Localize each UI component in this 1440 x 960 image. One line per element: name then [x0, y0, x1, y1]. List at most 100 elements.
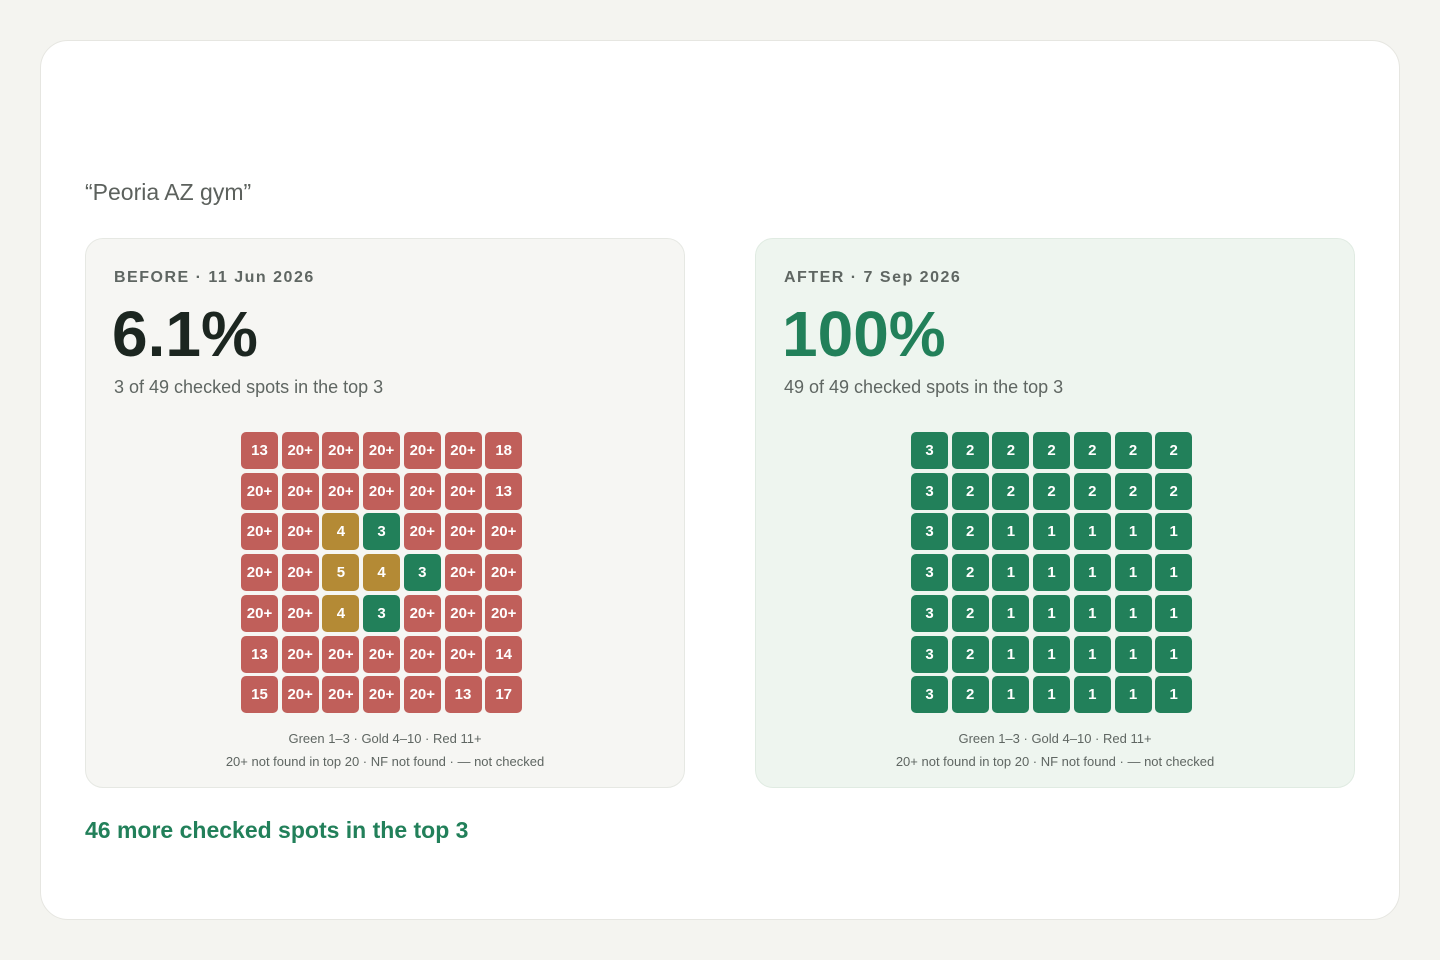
- rank-cell: 2: [1114, 472, 1152, 510]
- rank-cell: 20+: [444, 594, 482, 632]
- rank-cell: 20+: [241, 554, 278, 592]
- rank-cell: 20+: [281, 676, 319, 714]
- rank-cell: 2: [951, 594, 989, 632]
- rank-cell: 20+: [281, 432, 319, 469]
- rank-cell: 3: [911, 635, 948, 673]
- rank-cell: 1: [1155, 635, 1193, 673]
- rank-cell: 20+: [281, 594, 319, 632]
- rank-cell: 20+: [485, 513, 523, 551]
- rank-cell: 20+: [444, 472, 482, 510]
- rank-cell: 2: [951, 432, 989, 469]
- rank-cell: 1: [992, 594, 1030, 632]
- legend-line: Green 1–3 · Gold 4–10 · Red 11+: [958, 731, 1152, 746]
- rank-cell: 20+: [322, 635, 360, 673]
- summary: 3 of 49 checked spots in the top 3: [114, 377, 384, 397]
- legend-line: 20+ not found in top 20 · NF not found ·…: [895, 754, 1215, 769]
- rank-cell: 1: [1033, 635, 1071, 673]
- rank-cell: 20+: [241, 594, 278, 632]
- rank-cell: 2: [1073, 432, 1111, 469]
- rank-cell: 20+: [403, 594, 441, 632]
- percent: 100%: [782, 298, 946, 370]
- rank-cell: 1: [1073, 594, 1111, 632]
- rank-cell: 1: [1073, 554, 1111, 592]
- rank-cell: 20+: [281, 635, 319, 673]
- rank-cell: 20+: [241, 472, 278, 510]
- rank-cell: 15: [241, 676, 278, 714]
- rank-cell: 2: [1155, 472, 1193, 510]
- rank-cell: 13: [444, 676, 482, 714]
- rank-cell: 3: [911, 676, 948, 714]
- rank-cell: 20+: [363, 676, 401, 714]
- rank-cell: 20+: [444, 554, 482, 592]
- rank-cell: 5: [322, 554, 360, 592]
- rank-cell: 20+: [322, 432, 360, 469]
- rank-cell: 1: [1073, 513, 1111, 551]
- rank-cell: 2: [951, 472, 989, 510]
- rank-cell: 4: [363, 554, 401, 592]
- rank-cell: 1: [992, 554, 1030, 592]
- summary: 49 of 49 checked spots in the top 3: [784, 377, 1064, 397]
- rank-cell: 1: [1114, 513, 1152, 551]
- rank-cell: 1: [1073, 635, 1111, 673]
- rank-cell: 1: [1073, 676, 1111, 714]
- rank-cell: 1: [992, 635, 1030, 673]
- rank-cell: 3: [911, 472, 948, 510]
- rank-cell: 20+: [241, 513, 278, 551]
- rank-cell: 2: [1073, 472, 1111, 510]
- query: “Peoria AZ gym”: [85, 179, 252, 205]
- rank-cell: 13: [485, 472, 523, 510]
- rank-cell: 20+: [403, 472, 441, 510]
- rank-cell: 20+: [485, 594, 523, 632]
- rank-cell: 4: [322, 594, 360, 632]
- rank-cell: 1: [1155, 676, 1193, 714]
- rank-cell: 17: [485, 676, 523, 714]
- rank-cell: 14: [485, 635, 523, 673]
- rank-cell: 1: [992, 513, 1030, 551]
- footer-summary: 46 more checked spots in the top 3: [85, 817, 469, 843]
- legend-line: Green 1–3 · Gold 4–10 · Red 11+: [288, 731, 482, 746]
- rank-cell: 20+: [322, 472, 360, 510]
- percent: 6.1%: [112, 298, 258, 370]
- rank-cell: 1: [1033, 554, 1071, 592]
- panel-label: BEFORE · 11 Jun 2026: [114, 269, 315, 286]
- panel: BEFORE · 11 Jun 2026 6.1% 3 of 49 checked …: [85, 238, 685, 788]
- rank-cell: 20+: [281, 513, 319, 551]
- rank-cell: 3: [911, 594, 948, 632]
- panel-label: AFTER · 7 Sep 2026: [784, 269, 962, 286]
- rank-cell: 1: [1033, 513, 1071, 551]
- rank-cell: 18: [485, 432, 523, 469]
- rank-cell: 3: [911, 432, 948, 469]
- rank-cell: 20+: [363, 635, 401, 673]
- rank-cell: 1: [1114, 554, 1152, 592]
- rank-cell: 20+: [403, 513, 441, 551]
- rank-cell: 20+: [363, 432, 401, 469]
- rank-cell: 3: [911, 513, 948, 551]
- rank-cell: 1: [1114, 635, 1152, 673]
- rank-cell: 20+: [444, 635, 482, 673]
- rank-cell: 3: [363, 594, 401, 632]
- rank-cell: 1: [1155, 594, 1193, 632]
- legend-line: 20+ not found in top 20 · NF not found ·…: [225, 754, 545, 769]
- rank-cell: 20+: [403, 676, 441, 714]
- rank-cell: 2: [1114, 432, 1152, 469]
- rank-cell: 1: [1033, 594, 1071, 632]
- rank-grid: 13 20+ 20+ 20+ 20+ 20+ 18 20+ 20+ 20+ 20+ 20+ 20+ 13 2…: [241, 432, 525, 716]
- rank-cell: 20+: [444, 513, 482, 551]
- rank-cell: 20+: [444, 432, 482, 469]
- rank-cell: 13: [241, 635, 278, 673]
- rank-cell: 3: [363, 513, 401, 551]
- rank-cell: 2: [951, 554, 989, 592]
- rank-cell: 1: [1114, 594, 1152, 632]
- rank-cell: 3: [911, 554, 948, 592]
- report-card: “Peoria AZ gym” 46 more checked spots in…: [40, 40, 1400, 920]
- rank-cell: 20+: [281, 472, 319, 510]
- rank-cell: 1: [1155, 554, 1193, 592]
- rank-cell: 3: [403, 554, 441, 592]
- rank-cell: 2: [1033, 472, 1071, 510]
- rank-cell: 1: [992, 676, 1030, 714]
- rank-cell: 1: [1114, 676, 1152, 714]
- rank-cell: 20+: [403, 635, 441, 673]
- rank-cell: 13: [241, 432, 278, 469]
